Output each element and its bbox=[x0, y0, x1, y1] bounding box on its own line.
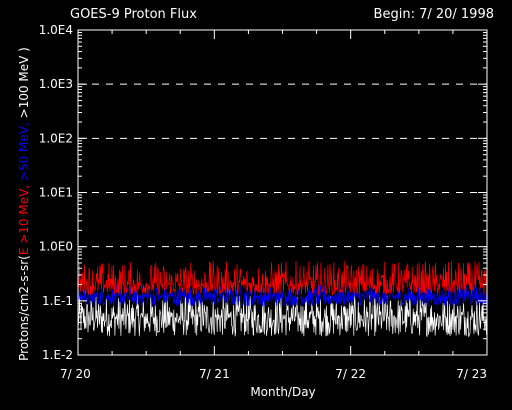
y-label-part-1: E >10 MeV, bbox=[17, 181, 31, 255]
x-tick-label: 7/ 22 bbox=[335, 367, 366, 381]
y-tick-label: 1.0E4 bbox=[39, 23, 73, 37]
series-line-2 bbox=[77, 294, 488, 338]
chart-subtitle: Begin: 7/ 20/ 1998 bbox=[374, 7, 494, 22]
y-label-part-3: >100 MeV ) bbox=[17, 47, 31, 118]
y-label-part-2: >50 MeV, bbox=[17, 118, 31, 181]
y-axis-label: Protons/cm2-s-sr(E >10 MeV, >50 MeV, >10… bbox=[17, 47, 31, 361]
x-tick-label: 7/ 21 bbox=[199, 367, 230, 381]
y-tick-label: 1.0E2 bbox=[39, 131, 73, 145]
y-label-part-0: Protons/cm2-s-sr( bbox=[17, 255, 31, 361]
chart-title: GOES-9 Proton Flux bbox=[70, 7, 197, 22]
series-line-0 bbox=[77, 260, 488, 296]
x-tick-label: 7/ 23 bbox=[456, 367, 487, 381]
y-tick-label: 1.E-2 bbox=[42, 348, 73, 362]
axes: 1.E-2 1.E-1 1.0E0 1.0E1 1.0E2 1.0E3 1.0E4 7/ 20… bbox=[39, 23, 488, 381]
y-tick-label: 1.0E3 bbox=[39, 77, 73, 91]
y-tick-label: 1.E-1 bbox=[42, 294, 73, 308]
gridlines bbox=[78, 83, 487, 248]
data-series bbox=[77, 260, 488, 338]
x-tick-label: 7/ 20 bbox=[60, 367, 91, 381]
x-axis-label: Month/Day bbox=[250, 385, 315, 399]
y-tick-label: 1.0E0 bbox=[39, 240, 73, 254]
series-line-1 bbox=[77, 284, 488, 307]
y-tick-label: 1.0E1 bbox=[39, 186, 73, 200]
